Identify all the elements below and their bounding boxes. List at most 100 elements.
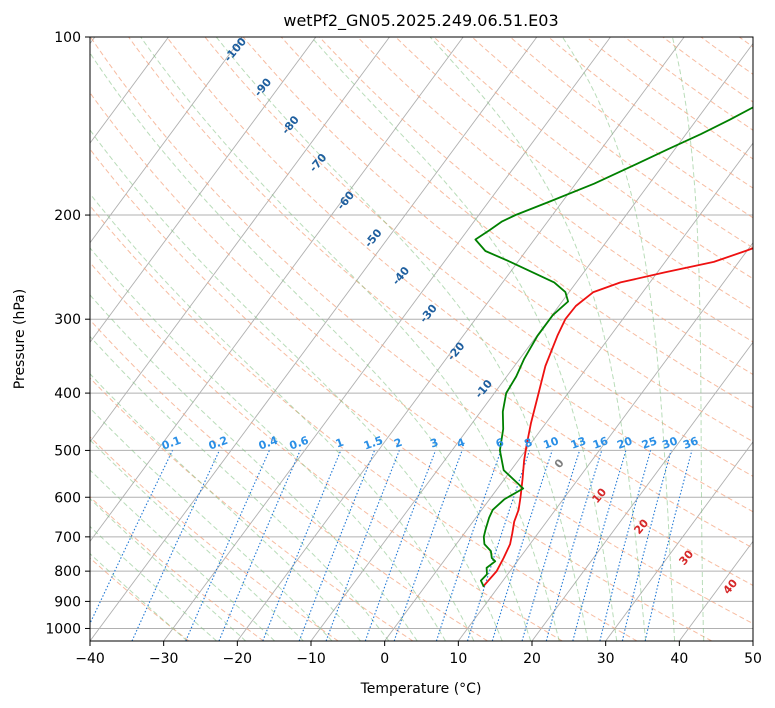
mixing-ratio-label: 30 (661, 434, 680, 452)
x-tick-label: −20 (223, 651, 253, 667)
mixing-ratio-label: 0.2 (207, 434, 230, 453)
y-tick-label: 100 (54, 30, 81, 46)
mixing-ratio-line-13 (521, 450, 581, 641)
temperature-line (482, 247, 753, 588)
mixing-ratio-label: 1.5 (362, 434, 385, 453)
x-tick-label: 0 (380, 651, 389, 667)
moist-adiabat--26 (90, 525, 217, 641)
y-axis-label: Pressure (hPa) (12, 289, 28, 389)
mixing-ratio-line-1.5 (298, 450, 376, 641)
mixing-ratio-line-1 (262, 450, 342, 641)
dry-adiabat-label: -70 (307, 151, 330, 175)
isotherm-0 (384, 142, 753, 641)
dry-adiabat-label: -40 (390, 264, 413, 288)
mixing-ratio-line-36 (644, 450, 693, 641)
moist-adiabat-34 (429, 37, 647, 641)
moist-adiabat-label: 10 (589, 485, 609, 505)
moist-adiabat--30 (90, 552, 188, 641)
dry-adiabat-150 (433, 37, 753, 280)
dry-adiabat-30 (90, 204, 638, 641)
moist-adiabat-label: 30 (676, 547, 696, 567)
mixing-ratio-label: 0.1 (160, 434, 183, 453)
dry-adiabat-100 (242, 37, 753, 443)
dry-adiabat-40 (90, 148, 712, 641)
mixing-ratio-line-4 (393, 450, 463, 641)
mixing-ratio-label: 10 (542, 434, 561, 452)
mixing-ratio-label: 0.4 (257, 434, 280, 453)
dry-adiabat-50 (90, 91, 753, 625)
x-tick-label: 40 (670, 651, 688, 667)
y-tick-label: 700 (54, 530, 81, 546)
y-axis-ticks: 100 200 300 400 500 600 700 800 900 1000 (45, 30, 90, 637)
y-tick-label: 900 (54, 594, 81, 610)
mixing-ratio-label: 25 (640, 434, 659, 451)
x-tick-label: 30 (597, 651, 615, 667)
isotherm-40 (678, 540, 753, 641)
profile-series (474, 106, 753, 588)
mixing-ratio-label: 8 (523, 436, 535, 451)
isotherm--40 (90, 37, 538, 641)
mixing-ratio-line-0.2 (131, 450, 220, 641)
dry-adiabat-120 (319, 37, 753, 376)
dry-adiabat-20 (90, 261, 563, 641)
mixing-ratio-line-20 (572, 450, 627, 641)
dry-adiabat--20 (90, 496, 264, 641)
moist-adiabat-label: 20 (631, 516, 651, 536)
y-tick-label: 400 (54, 386, 81, 402)
dry-adiabat-160 (471, 37, 753, 249)
mixing-ratio-line-0.1 (90, 450, 173, 625)
mixing-ratio-label: 16 (591, 434, 610, 452)
dry-adiabat-210 (662, 37, 753, 103)
moist-adiabat--10 (90, 407, 333, 641)
moist-adiabat-30 (310, 37, 618, 641)
mixing-ratio-line-8 (466, 450, 531, 641)
moist-adiabats (90, 37, 705, 641)
moist-adiabat-26 (215, 37, 589, 641)
dry-adiabat-230 (738, 37, 753, 48)
isobar-gridlines (90, 37, 753, 629)
mixing-ratio-line-6 (435, 450, 502, 641)
moist-adiabat--2 (90, 335, 390, 641)
moist-adiabat--6 (90, 373, 361, 641)
isotherm--20 (236, 37, 685, 641)
plot-frame (89, 36, 754, 642)
dry-adiabat-10 (90, 319, 488, 641)
dry-adiabat-80 (166, 37, 753, 513)
moist-adiabat-18 (90, 52, 532, 641)
dry-adiabat-140 (395, 37, 753, 311)
moist-adiabat--22 (90, 498, 247, 641)
y-tick-label: 600 (54, 490, 81, 506)
isotherm-20 (531, 341, 753, 641)
dry-adiabat-170 (509, 37, 753, 219)
dry-adiabat-label: -20 (445, 339, 468, 363)
x-tick-label: 50 (744, 651, 762, 667)
y-tick-label: 800 (54, 564, 81, 580)
mixing-ratio-label: 3 (429, 436, 441, 451)
x-tick-label: 10 (449, 651, 467, 667)
mixing-ratio-line-30 (621, 450, 672, 641)
skewed-isotherm-gridlines (90, 37, 753, 641)
moist-adiabat--14 (90, 439, 304, 641)
mixing-ratio-label: 4 (455, 436, 467, 451)
x-tick-label: −10 (296, 651, 326, 667)
isotherm--10 (310, 42, 753, 641)
moist-adiabat-14 (90, 129, 503, 641)
x-axis-label: Temperature (°C) (360, 681, 482, 697)
mixing-ratio-label: 6 (494, 436, 506, 451)
mixing-ratio-line-0.6 (218, 450, 301, 641)
mixing-ratio-line-0.4 (185, 450, 270, 641)
chart-title: wetPf2_GN05.2025.249.06.51.E03 (283, 11, 558, 31)
moist-adiabat-42 (671, 37, 705, 641)
isotherm--60 (90, 37, 390, 443)
moist-adiabat-2 (90, 294, 418, 641)
isotherm--80 (90, 37, 243, 244)
dry-adiabat-130 (357, 37, 753, 343)
y-tick-label: 200 (54, 208, 81, 224)
dry-adiabat-70 (128, 37, 753, 549)
isotherm--70 (90, 37, 317, 344)
mixing-ratio-line-25 (599, 450, 652, 641)
x-tick-label: −40 (75, 651, 105, 667)
dry-adiabat-180 (548, 37, 753, 189)
y-tick-label: 1000 (45, 621, 81, 637)
moist-adiabat-6 (90, 247, 446, 641)
